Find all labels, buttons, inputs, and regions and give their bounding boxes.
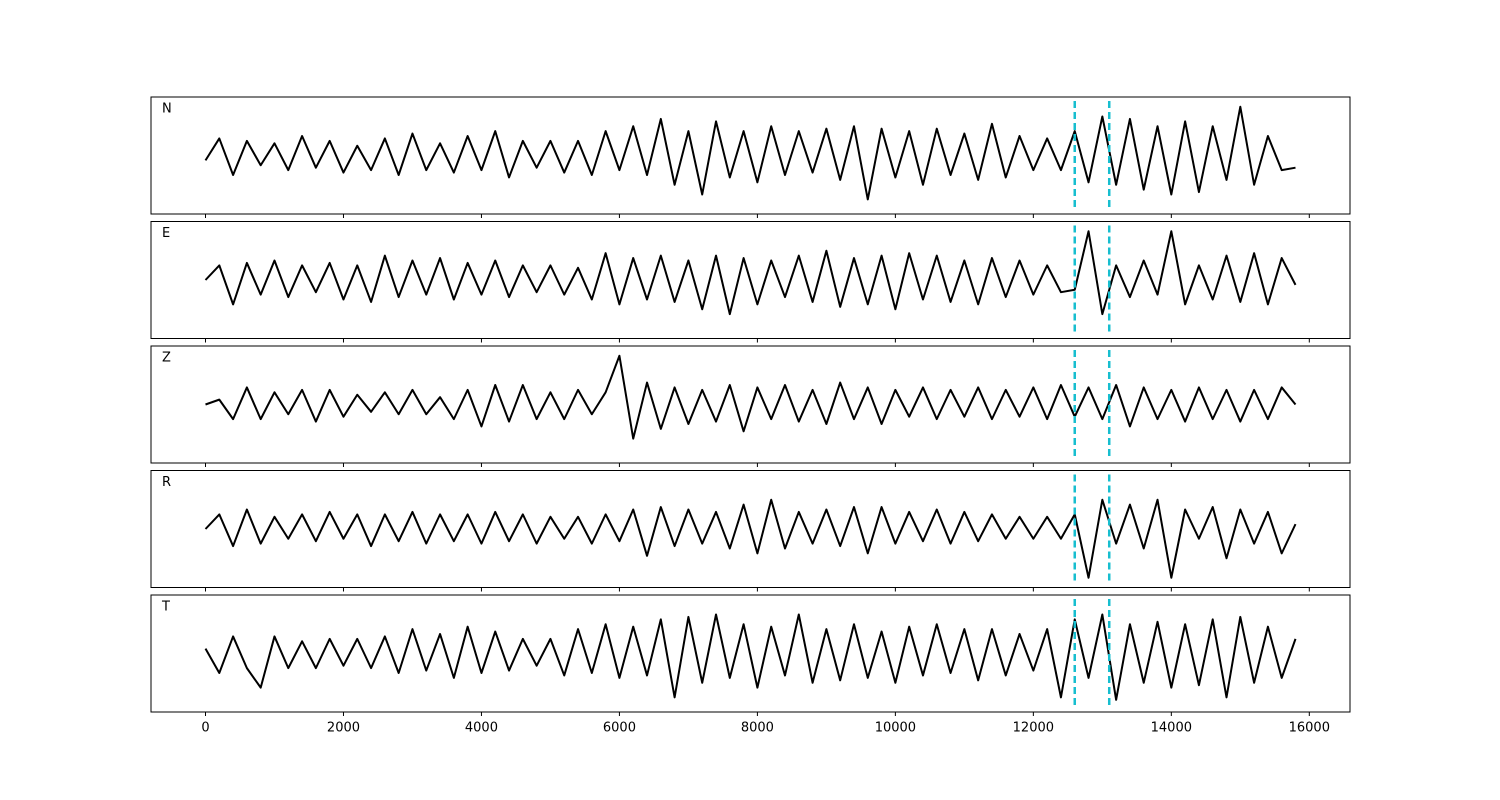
trace [204,105,1296,201]
x-tick-label: 12000 [1013,721,1054,736]
x-tick-label: 6000 [603,721,636,736]
x-tick-label: 0 [201,721,209,736]
panel-frame [150,594,1351,713]
x-tick-label: 2000 [327,721,360,736]
panel-label: T [161,600,170,615]
trace [204,230,1297,316]
x-tick-label: 16000 [1289,721,1330,736]
panel-label: Z [162,351,171,366]
x-tick-label: 8000 [741,721,774,736]
x-tick-label: 10000 [875,721,916,736]
x-tick-label: 14000 [1151,721,1192,736]
panel-frame [150,221,1351,339]
panel-label: E [162,226,170,241]
panel-label: R [162,475,171,490]
trace [204,498,1297,579]
trace [204,613,1297,701]
x-tick-label: 4000 [465,721,498,736]
panel-frame [150,345,1351,464]
panel-frame [150,96,1351,215]
panel-frame [150,470,1351,588]
trace [205,354,1297,440]
panel-label: N [162,102,172,117]
